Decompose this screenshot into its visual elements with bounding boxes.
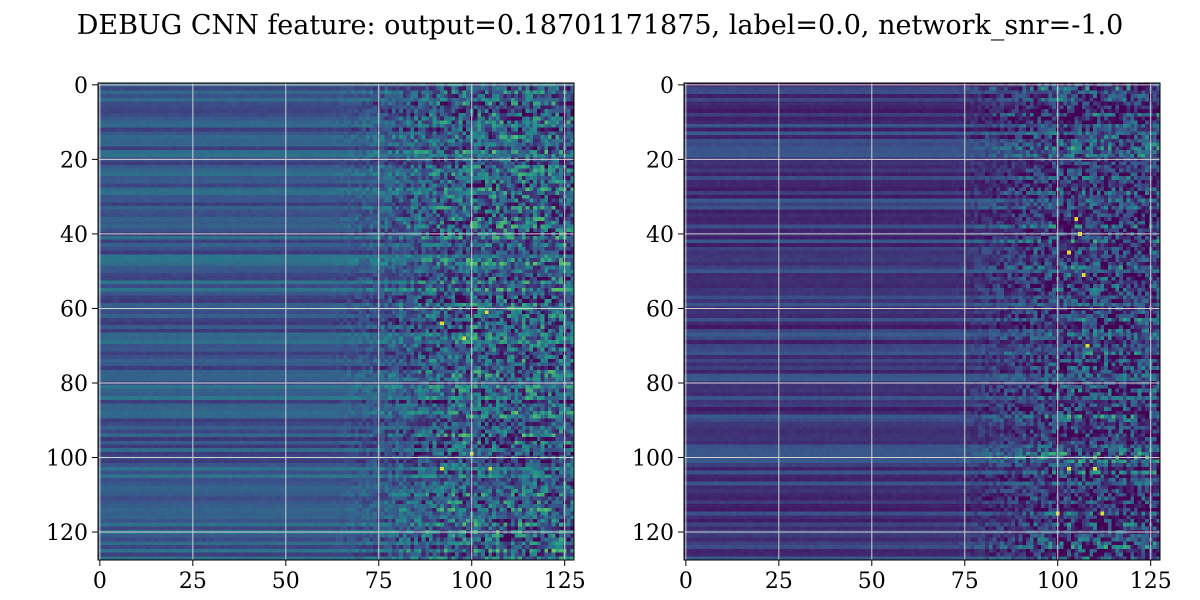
y-tick-label: 120 <box>46 521 88 546</box>
heatmap-panel-left: 0 25 50 75 100 125 0 20 40 60 80 100 120 <box>46 74 586 594</box>
y-tick-label: 80 <box>646 372 674 397</box>
y-tick-label: 120 <box>632 521 674 546</box>
figure-title: DEBUG CNN feature: output=0.18701171875,… <box>77 10 1124 41</box>
y-tick-label: 100 <box>632 447 674 472</box>
y-tick-label: 0 <box>660 74 674 99</box>
heatmap-image <box>98 83 574 560</box>
x-tick-label: 100 <box>1037 569 1079 594</box>
x-tick-label: 100 <box>451 569 493 594</box>
x-tick-label: 25 <box>179 569 207 594</box>
y-tick-label: 40 <box>60 223 88 248</box>
x-tick-label: 125 <box>544 569 586 594</box>
y-tick-label: 100 <box>46 447 88 472</box>
heatmap-image <box>684 83 1160 560</box>
y-tick-label: 60 <box>646 297 674 322</box>
y-tick-label: 80 <box>60 372 88 397</box>
x-tick-label: 0 <box>679 569 693 594</box>
x-tick-label: 50 <box>272 569 300 594</box>
y-tick-label: 20 <box>646 148 674 173</box>
x-tick-label: 75 <box>951 569 979 594</box>
y-tick-label: 20 <box>60 148 88 173</box>
axes-frame <box>683 82 1161 561</box>
y-tick-label: 60 <box>60 297 88 322</box>
x-tick-label: 125 <box>1130 569 1172 594</box>
x-tick-label: 75 <box>365 569 393 594</box>
x-tick-label: 50 <box>858 569 886 594</box>
y-tick-label: 40 <box>646 223 674 248</box>
heatmap-panel-right: 0 25 50 75 100 125 0 20 40 60 80 100 120 <box>632 74 1172 594</box>
x-tick-label: 25 <box>765 569 793 594</box>
axes-frame <box>97 82 575 561</box>
x-tick-label: 0 <box>93 569 107 594</box>
y-tick-label: 0 <box>74 74 88 99</box>
